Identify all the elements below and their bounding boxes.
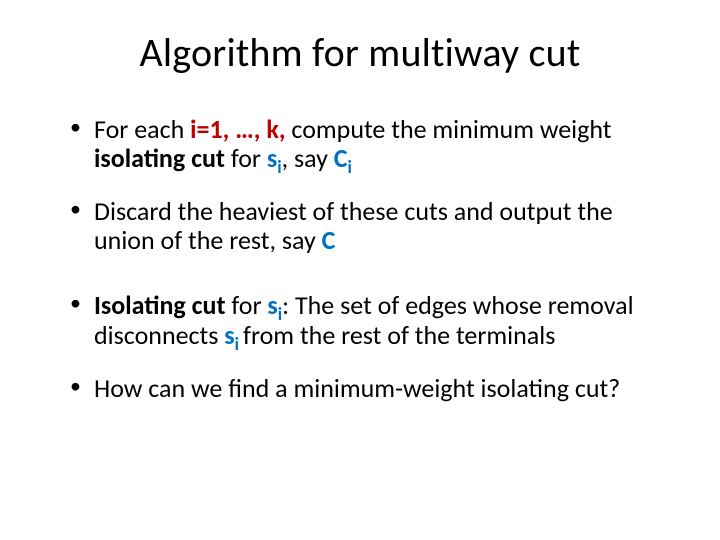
- text-run: i=1, …, k,: [190, 113, 285, 145]
- text-run: For each: [94, 113, 190, 145]
- text-run: Discard the heaviest of these cuts and o…: [94, 195, 613, 256]
- text-run: for: [225, 142, 267, 174]
- slide: Algorithm for multiway cut For each i=1,…: [0, 0, 720, 540]
- text-run: for: [226, 289, 268, 321]
- text-run: i: [235, 333, 243, 355]
- text-run: i: [348, 156, 352, 178]
- text-run: C: [334, 142, 348, 174]
- slide-title: Algorithm for multiway cut: [48, 28, 672, 77]
- bullet-item: Isolating cut for si: The set of edges w…: [70, 291, 672, 349]
- bullet-item: Discard the heaviest of these cuts and o…: [70, 197, 672, 255]
- text-run: s: [267, 289, 277, 321]
- text-run: s: [224, 319, 234, 351]
- text-run: s: [267, 142, 277, 174]
- text-run: isolating cut: [94, 142, 225, 174]
- text-run: from the rest of the terminals: [243, 319, 555, 351]
- bullet-item: For each i=1, …, k, compute the minimum …: [70, 115, 672, 173]
- text-run: C: [322, 224, 336, 256]
- text-run: , say: [282, 142, 334, 174]
- text-run: How can we find a minimum-weight isolati…: [94, 372, 620, 404]
- slide-body: For each i=1, …, k, compute the minimum …: [48, 115, 672, 403]
- bullet-item: How can we find a minimum-weight isolati…: [70, 374, 672, 403]
- text-run: compute the minimum weight: [286, 113, 612, 145]
- text-run: Isolating cut: [94, 289, 226, 321]
